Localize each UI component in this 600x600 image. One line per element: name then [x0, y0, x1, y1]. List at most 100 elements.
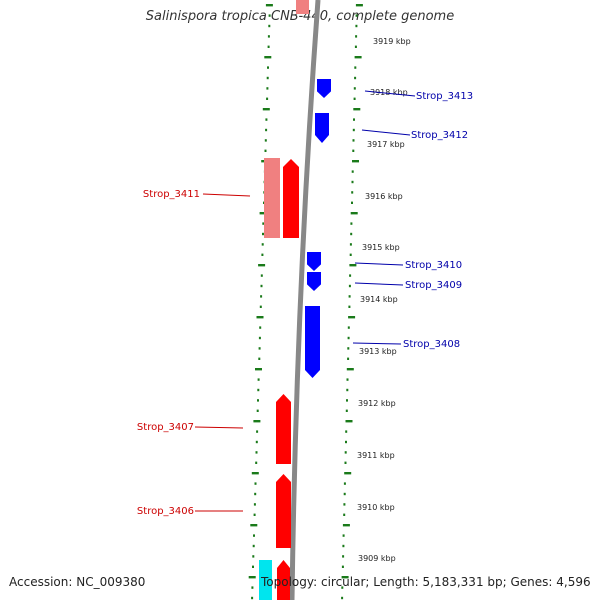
kbp-label: 3913 kbp — [359, 347, 397, 356]
tick-mark — [257, 399, 259, 402]
tick-mark — [251, 472, 259, 475]
tick-mark — [268, 24, 271, 28]
gene-label: Strop_3411 — [143, 189, 200, 200]
tick-mark — [252, 544, 255, 548]
tick-mark — [264, 139, 267, 142]
gene-arrow — [276, 394, 291, 464]
kbp-label: 3909 kbp — [358, 554, 396, 563]
tick-mark — [345, 430, 348, 433]
tick-mark — [345, 409, 348, 412]
kbp-label: 3919 kbp — [373, 37, 411, 46]
tick-mark — [349, 243, 352, 246]
tick-mark — [342, 544, 345, 548]
kbp-label: 3916 kbp — [365, 192, 403, 201]
tick-mark — [343, 482, 346, 485]
tick-mark — [258, 336, 261, 340]
tick-mark — [260, 274, 263, 277]
tick-mark — [354, 56, 362, 59]
kbp-label: 3910 kbp — [357, 503, 395, 512]
tick-mark — [355, 35, 358, 38]
gene-arrow — [264, 158, 280, 238]
tick-mark — [262, 108, 270, 111]
tick-mark — [343, 513, 346, 516]
inner-tick-ring — [248, 4, 273, 600]
tick-mark — [352, 160, 359, 163]
tick-mark — [265, 118, 268, 121]
tick-mark — [266, 76, 269, 80]
tick-mark — [346, 368, 354, 371]
callout-line — [202, 193, 251, 197]
tick-mark — [342, 555, 345, 558]
tick-mark — [353, 87, 356, 90]
tick-mark — [341, 565, 344, 568]
tick-mark — [261, 243, 264, 246]
tick-mark — [259, 326, 262, 329]
tick-mark — [268, 14, 271, 17]
gene-label: Strop_3409 — [405, 280, 462, 291]
tick-mark — [255, 368, 262, 371]
gene-arrow — [305, 306, 320, 378]
tick-mark — [342, 524, 350, 527]
tick-mark — [267, 66, 269, 69]
tick-mark — [259, 305, 262, 308]
tick-mark — [256, 430, 259, 433]
gene-arrow — [317, 79, 331, 98]
kbp-label: 3918 kbp — [370, 88, 408, 97]
gene-label: Strop_3413 — [416, 91, 473, 102]
tick-mark — [261, 253, 264, 256]
tick-mark — [353, 108, 361, 111]
tick-mark — [251, 586, 254, 589]
map-title: Salinispora tropica CNB-440, complete ge… — [145, 9, 455, 24]
tick-mark — [255, 440, 258, 444]
tick-mark — [248, 576, 256, 579]
tick-mark — [354, 66, 357, 69]
tick-mark — [345, 440, 347, 444]
gene-arrow — [315, 113, 329, 143]
gene-callouts: Strop_3413 Strop_3412 Strop_3411 Strop_3410… — [137, 90, 473, 517]
tick-mark — [350, 222, 353, 225]
tick-mark — [344, 472, 352, 475]
tick-mark — [353, 97, 356, 100]
tick-mark — [341, 586, 344, 589]
kbp-label: 3911 kbp — [357, 451, 395, 460]
tick-mark — [256, 409, 259, 412]
tick-mark — [257, 378, 260, 381]
tick-mark — [255, 461, 258, 464]
tick-mark — [348, 316, 356, 319]
topology-summary: Topology: circular; Length: 5,183,331 bp… — [261, 575, 591, 589]
callout-line — [354, 282, 404, 286]
gene-arrow — [276, 474, 291, 548]
gene-label: Strop_3407 — [137, 422, 194, 433]
callout-line — [352, 342, 402, 345]
tick-mark — [254, 492, 257, 496]
kbp-label: 3914 kbp — [360, 295, 398, 304]
accession-label: Accession: NC_009380 — [9, 575, 146, 589]
tick-mark — [255, 451, 258, 454]
tick-mark — [265, 4, 273, 7]
kbp-scale: 3919 kbp 3918 kbp 3917 kbp 3916 kbp 3915 kbp… — [357, 37, 411, 563]
tick-mark — [264, 56, 272, 59]
gene-label: Strop_3406 — [137, 506, 194, 517]
tick-mark — [344, 461, 347, 464]
tick-mark — [344, 451, 347, 454]
tick-mark — [260, 284, 263, 288]
tick-mark — [347, 336, 350, 340]
tick-mark — [254, 482, 257, 485]
tick-mark — [267, 35, 270, 38]
tick-mark — [342, 534, 345, 537]
tick-mark — [259, 212, 267, 215]
tick-mark — [355, 4, 363, 7]
tick-mark — [343, 503, 346, 506]
feature-block — [259, 560, 272, 600]
tick-mark — [258, 357, 261, 360]
outer-tick-ring — [341, 4, 363, 600]
tick-mark — [351, 201, 353, 204]
tick-mark — [355, 24, 358, 28]
tick-mark — [354, 76, 357, 80]
tick-mark — [351, 191, 354, 194]
tick-mark — [349, 274, 352, 277]
gene-label: Strop_3412 — [411, 130, 468, 141]
tick-mark — [348, 295, 351, 298]
tick-mark — [253, 513, 256, 516]
